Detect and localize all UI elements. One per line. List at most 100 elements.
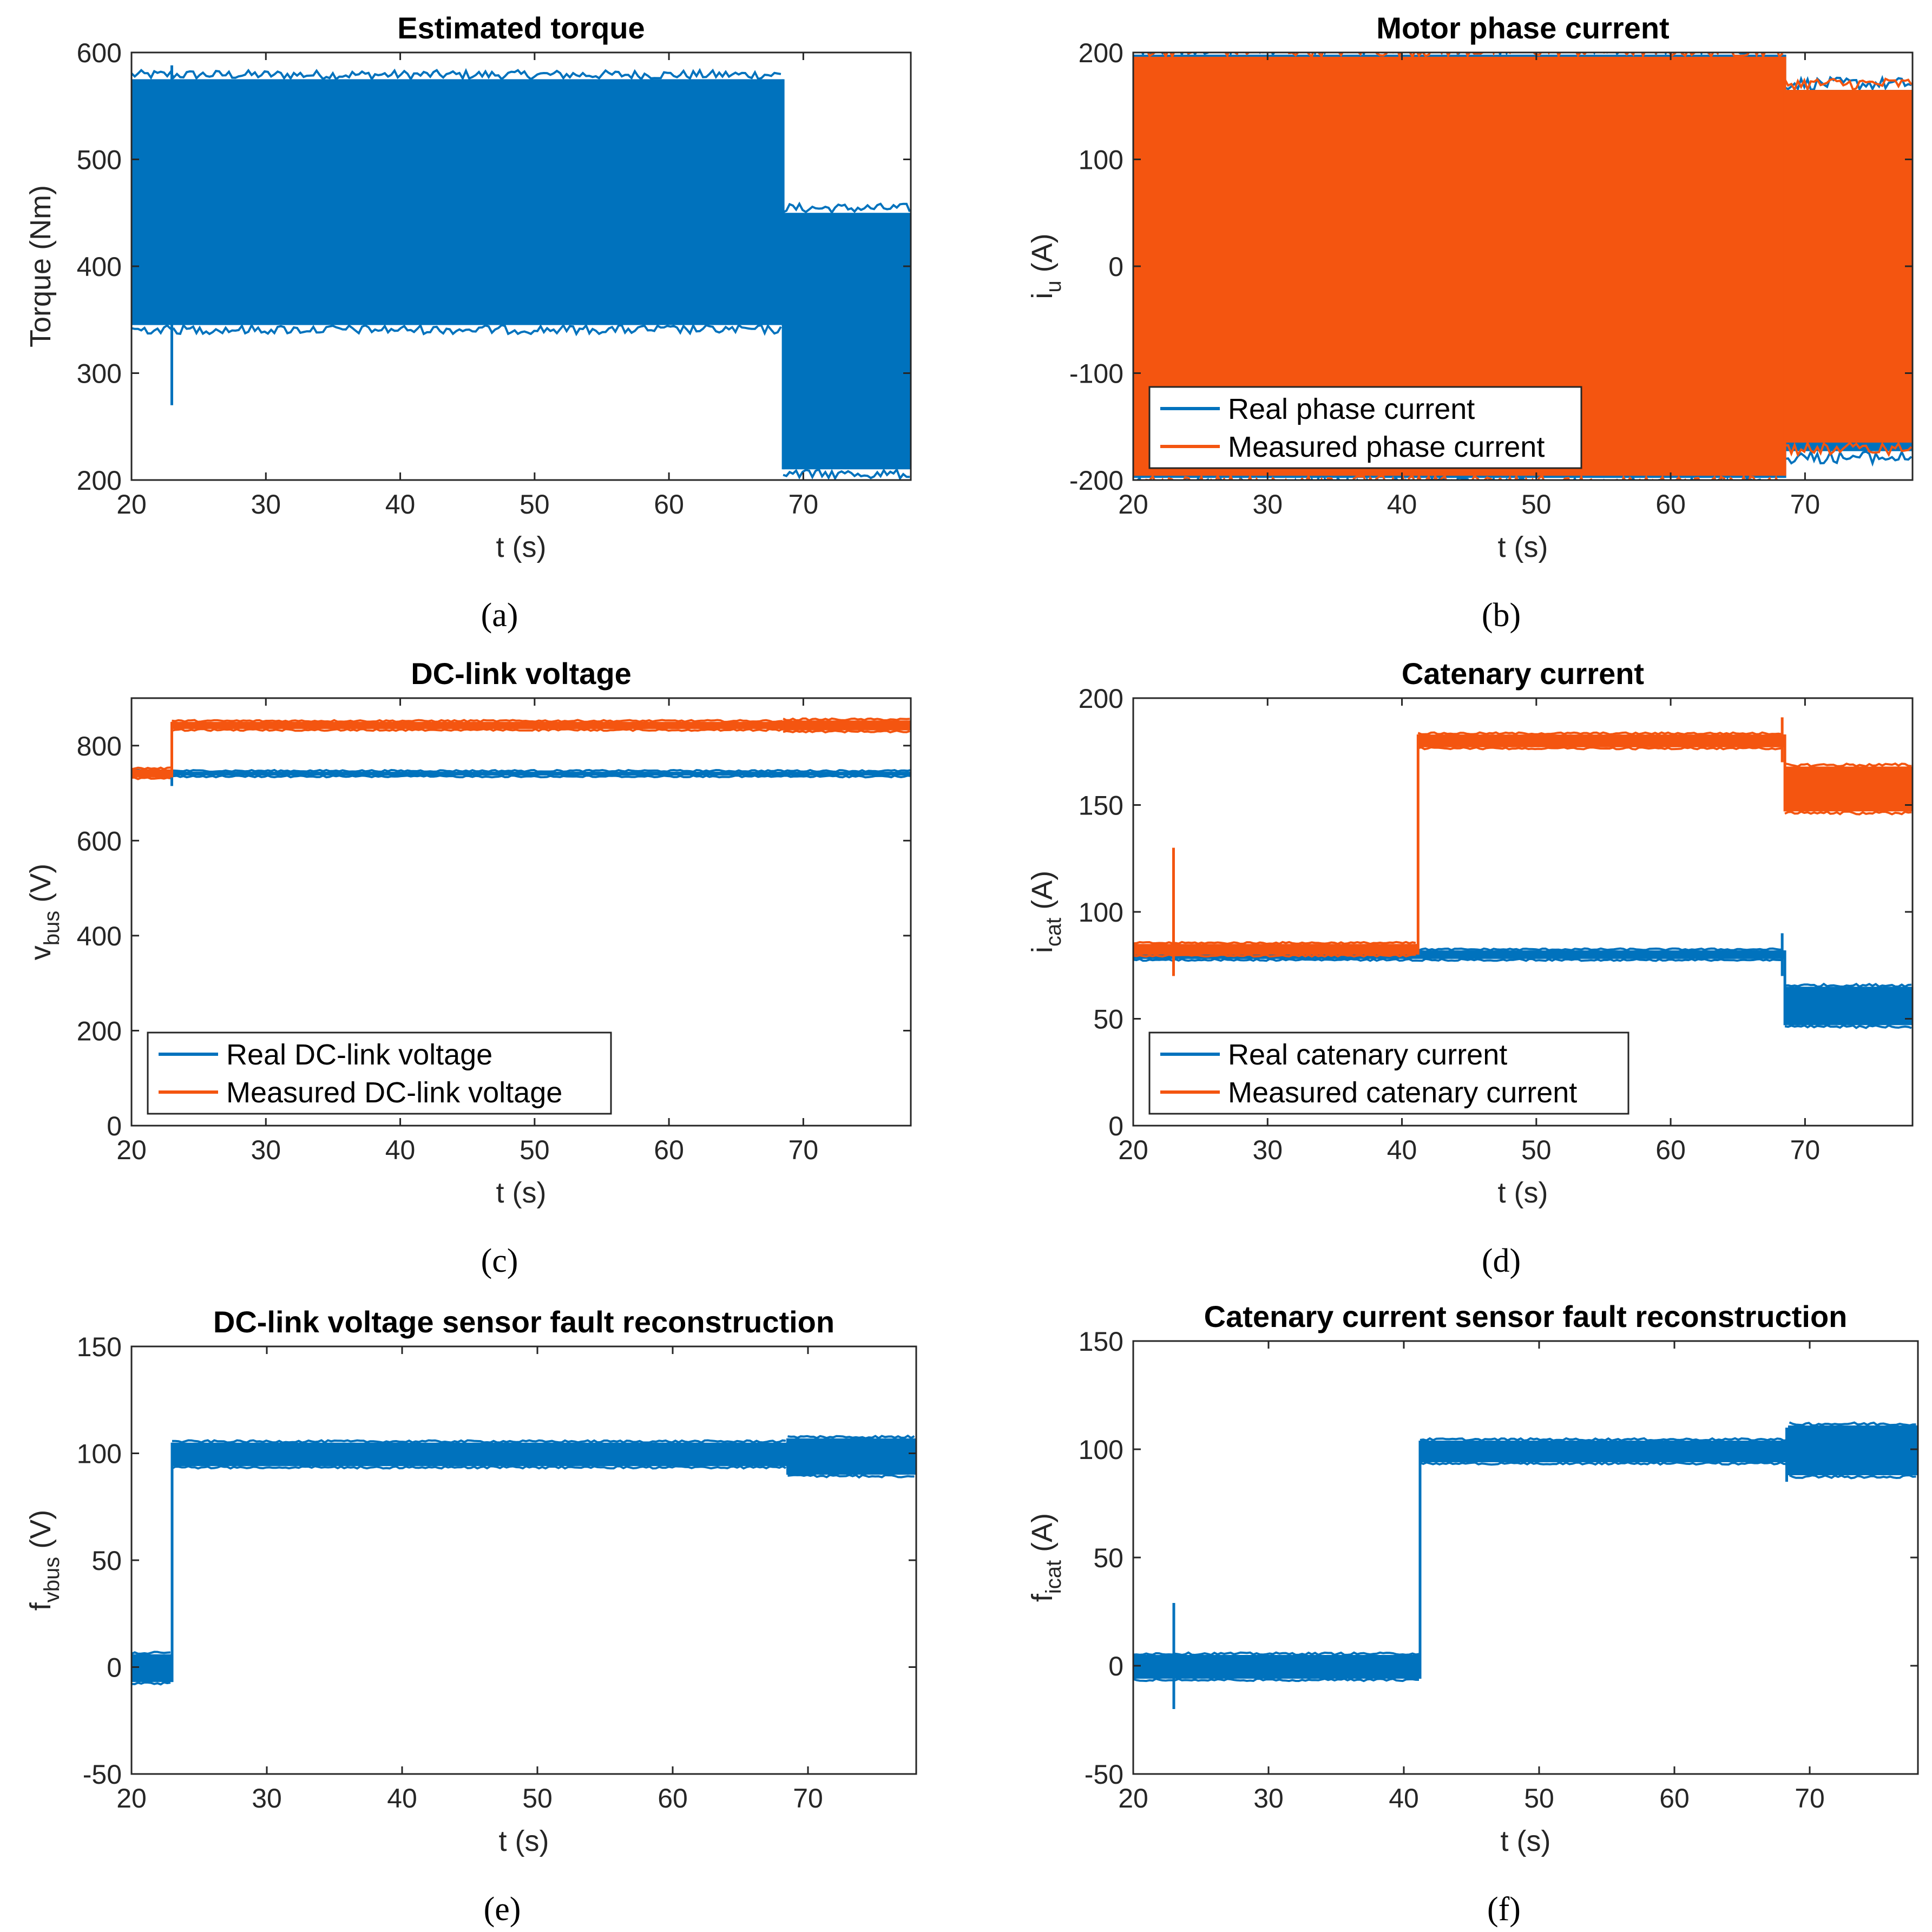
chart-panel-b: 20 30 40 50 60 70 -200 -100 0 100 200 Motor phase c… bbox=[1026, 11, 1914, 634]
y-axis-label-unit: (V) bbox=[24, 1510, 57, 1557]
y-tick-label: -200 bbox=[1069, 465, 1123, 496]
band-e-0-0 bbox=[132, 1654, 172, 1683]
x-tick-label: 30 bbox=[1253, 1783, 1284, 1813]
x-tick-label: 50 bbox=[1521, 1135, 1552, 1165]
legend-entry: Measured phase current bbox=[1228, 431, 1545, 463]
x-tick-label: 30 bbox=[251, 1135, 281, 1165]
x-tick-label: 70 bbox=[1795, 1783, 1825, 1813]
band-c-0-0 bbox=[132, 772, 911, 776]
series-e-0 bbox=[132, 1434, 916, 1686]
chart-title: Estimated torque bbox=[397, 11, 645, 45]
y-tick-label: 50 bbox=[91, 1546, 122, 1576]
chart-panel-d: 20 30 40 50 60 70 0 50 100 150 200 Catenary current… bbox=[1026, 656, 1914, 1279]
band-f-0-2 bbox=[1789, 1425, 1918, 1475]
y-axis-label-subscript: icat bbox=[1042, 1560, 1066, 1594]
y-tick-label: 400 bbox=[77, 921, 122, 951]
x-tick-label: 70 bbox=[1790, 1135, 1821, 1165]
band-edge-bottom-d-1-2 bbox=[1784, 810, 1912, 816]
chart-panel-a: 20 30 40 50 60 70 200 300 400 500 600 Estimated tor… bbox=[24, 11, 912, 634]
band-edge-bottom-c-1-1 bbox=[171, 727, 783, 732]
band-e-0-1 bbox=[172, 1442, 788, 1467]
band-f-0-1 bbox=[1420, 1441, 1790, 1462]
y-tick-label: 100 bbox=[1079, 897, 1123, 928]
x-tick-label: 50 bbox=[522, 1783, 553, 1813]
panel-label: (e) bbox=[484, 1891, 521, 1928]
band-edge-bottom-f-0-0 bbox=[1133, 1677, 1420, 1683]
band-edge-bottom-b-1-1 bbox=[1784, 439, 1913, 457]
y-axis-label: ficat (A) bbox=[1026, 1513, 1066, 1602]
y-axis-label: fvbus (V) bbox=[24, 1510, 64, 1611]
x-tick-label: 20 bbox=[1118, 489, 1148, 520]
series-c-1 bbox=[132, 717, 911, 780]
y-tick-label: 200 bbox=[1079, 38, 1123, 68]
y-tick-label: -50 bbox=[1085, 1759, 1123, 1790]
y-tick-label: 600 bbox=[77, 38, 122, 68]
x-tick-label: 50 bbox=[520, 1135, 550, 1165]
x-tick-label: 70 bbox=[793, 1783, 823, 1813]
band-c-1-1 bbox=[172, 721, 784, 730]
x-tick-label: 40 bbox=[385, 489, 416, 520]
band-edge-top-d-1-2 bbox=[1784, 762, 1912, 768]
panel-label: (b) bbox=[1482, 597, 1521, 634]
x-tick-label: 20 bbox=[1118, 1783, 1148, 1813]
band-edge-top-d-1-1 bbox=[1417, 731, 1782, 736]
plot-area bbox=[132, 65, 911, 480]
chart-panel-e: 20 30 40 50 60 70 -50 0 50 100 150 DC-link voltage … bbox=[24, 1305, 917, 1928]
y-tick-label: 800 bbox=[77, 731, 122, 761]
y-tick-label: 400 bbox=[77, 252, 122, 282]
band-edge-bottom-e-0-1 bbox=[172, 1464, 787, 1470]
legend: Real phase current Measured phase current bbox=[1148, 386, 1582, 469]
plot-area bbox=[132, 717, 911, 786]
y-tick-label: 50 bbox=[1093, 1543, 1123, 1573]
band-edge-bottom-d-1-0 bbox=[1133, 953, 1416, 958]
x-tick-label: 60 bbox=[658, 1783, 688, 1813]
legend: Real catenary current Measured catenary c… bbox=[1148, 1031, 1629, 1115]
band-edge-bottom-e-0-2 bbox=[787, 1474, 915, 1479]
band-a-0-1 bbox=[783, 213, 911, 470]
band-f-0-0 bbox=[1133, 1655, 1420, 1679]
chart-title: Motor phase current bbox=[1376, 11, 1669, 45]
x-tick-label: 50 bbox=[520, 489, 550, 520]
x-tick-label: 40 bbox=[1387, 489, 1417, 520]
band-edge-bottom-d-1-1 bbox=[1417, 746, 1782, 751]
band-edge-top-f-0-2 bbox=[1789, 1421, 1916, 1427]
band-edge-top-a-0-1 bbox=[783, 201, 911, 215]
y-axis-label-main: i bbox=[1026, 947, 1059, 953]
band-edge-bottom-d-0-1 bbox=[1784, 1024, 1912, 1029]
legend-box bbox=[1148, 1031, 1629, 1115]
y-tick-label: 0 bbox=[1108, 252, 1123, 282]
plot-area bbox=[1133, 1421, 1918, 1709]
band-edge-bottom-a-0-0 bbox=[132, 323, 782, 337]
band-edge-top-c-0-0 bbox=[132, 768, 911, 773]
chart-title: DC-link voltage bbox=[411, 656, 632, 691]
legend-entry: Real catenary current bbox=[1228, 1039, 1507, 1071]
band-b-1-1 bbox=[1785, 90, 1913, 443]
plot-area bbox=[132, 1434, 916, 1686]
x-tick-label: 70 bbox=[788, 1135, 819, 1165]
legend-entry: Measured DC-link voltage bbox=[226, 1076, 562, 1109]
series-f-0 bbox=[1133, 1421, 1918, 1709]
x-axis-label: t (s) bbox=[1501, 1825, 1551, 1857]
band-edge-bottom-f-0-1 bbox=[1420, 1461, 1788, 1466]
x-tick-label: 30 bbox=[251, 489, 281, 520]
y-tick-label: 150 bbox=[1079, 1326, 1123, 1357]
chart-title: Catenary current sensor fault reconstruc… bbox=[1204, 1299, 1848, 1333]
x-axis-label: t (s) bbox=[499, 1825, 549, 1857]
band-edge-top-b-1-1 bbox=[1784, 77, 1913, 93]
x-tick-label: 40 bbox=[1389, 1783, 1419, 1813]
chart-title: Catenary current bbox=[1402, 656, 1644, 691]
band-edge-bottom-c-1-0 bbox=[132, 776, 171, 780]
band-edge-top-f-0-1 bbox=[1420, 1437, 1788, 1442]
y-tick-label: 100 bbox=[1079, 1435, 1123, 1465]
x-tick-label: 20 bbox=[116, 1135, 147, 1165]
x-tick-label: 30 bbox=[1252, 489, 1283, 520]
legend-entry: Real phase current bbox=[1228, 393, 1475, 425]
y-tick-label: 200 bbox=[77, 1016, 122, 1046]
band-edge-top-e-0-2 bbox=[787, 1434, 915, 1440]
chart-title: DC-link voltage sensor fault reconstruct… bbox=[213, 1305, 834, 1339]
y-axis-label: icat (A) bbox=[1026, 871, 1066, 953]
y-tick-label: 100 bbox=[1079, 145, 1123, 175]
plot-area bbox=[1133, 717, 1913, 1029]
x-tick-label: 70 bbox=[1790, 489, 1821, 520]
y-axis-label-main: i bbox=[1026, 293, 1059, 299]
